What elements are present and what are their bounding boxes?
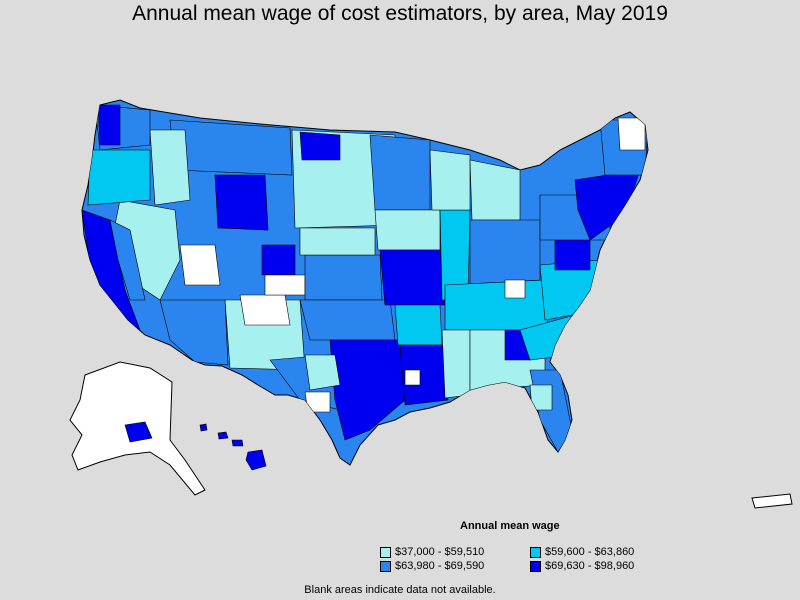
region-seattle <box>97 104 121 146</box>
puerto-rico <box>751 493 793 509</box>
region-wisconsin <box>429 149 471 211</box>
region-florida-light <box>529 384 553 411</box>
region-dc-metro <box>554 239 591 271</box>
region-utah-nodata <box>179 244 221 286</box>
region-kentucky-tn <box>444 279 549 331</box>
region-colorado-metro <box>261 244 296 276</box>
region-la-nodata <box>404 369 421 386</box>
region-co-nodata <box>264 274 306 296</box>
legend-item: $59,600 - $63,860 <box>530 546 680 558</box>
alaska-anchorage <box>124 421 153 443</box>
legend-item: $63,980 - $69,590 <box>380 560 530 572</box>
region-iowa <box>374 209 441 251</box>
legend-label: $69,630 - $98,960 <box>545 560 635 572</box>
footnote: Blank areas indicate data not available. <box>304 584 496 596</box>
region-nebraska <box>299 227 376 256</box>
region-mississippi <box>441 329 471 399</box>
region-indiana-ohio <box>469 219 541 286</box>
legend-label: $63,980 - $69,590 <box>395 560 485 572</box>
legend-swatch <box>380 546 391 558</box>
legend-label: $37,000 - $59,510 <box>395 546 485 558</box>
region-texas-east <box>329 339 406 441</box>
region-montana <box>169 119 293 176</box>
region-louisiana <box>399 344 449 406</box>
legend-label: $59,600 - $63,860 <box>545 546 635 558</box>
region-missouri <box>379 249 446 306</box>
region-oklahoma <box>299 299 396 341</box>
legend-item: $37,000 - $59,510 <box>380 546 530 558</box>
legend: Annual mean wage $37,000 - $59,510 $59,6… <box>380 520 690 572</box>
region-kansas <box>304 254 383 301</box>
legend-swatch <box>380 560 391 572</box>
region-minnesota <box>369 134 431 211</box>
region-arizona <box>159 299 229 366</box>
region-idaho <box>149 129 191 206</box>
region-california-inland <box>109 219 146 301</box>
hawaii <box>199 423 267 471</box>
region-tx-nodata <box>304 391 331 413</box>
region-nd-metro <box>299 131 341 161</box>
legend-swatch <box>530 546 541 558</box>
region-ky-nodata <box>504 279 526 299</box>
region-oregon <box>87 149 151 206</box>
region-arkansas <box>394 304 443 346</box>
region-michigan <box>469 159 521 221</box>
legend-item: $69,630 - $98,960 <box>530 560 680 572</box>
region-wyoming <box>214 174 269 231</box>
region-texas-light <box>304 354 341 391</box>
map-title: Annual mean wage of cost estimators, by … <box>132 2 668 25</box>
region-florida <box>529 369 573 453</box>
region-nm-nodata <box>239 294 291 326</box>
legend-title: Annual mean wage <box>460 520 560 532</box>
region-maine-nodata <box>617 117 646 151</box>
legend-swatch <box>530 560 541 572</box>
